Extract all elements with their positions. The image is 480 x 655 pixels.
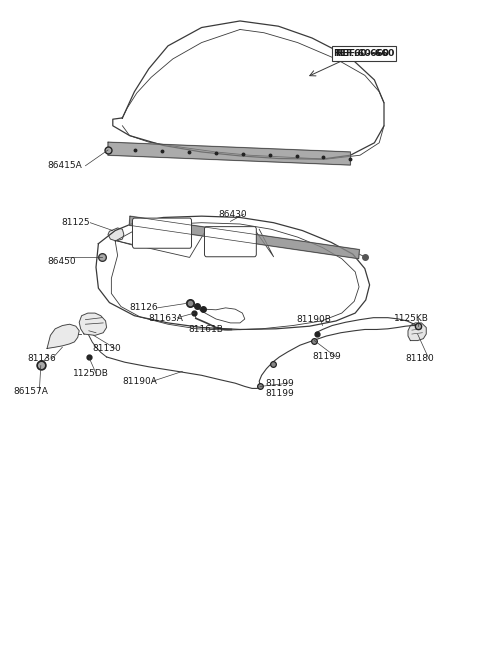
Text: 81199: 81199 — [265, 379, 294, 388]
Text: 86415A: 86415A — [47, 161, 82, 170]
Polygon shape — [79, 313, 107, 335]
Text: 81136: 81136 — [28, 354, 57, 364]
Polygon shape — [108, 142, 350, 165]
Text: 81130: 81130 — [92, 344, 121, 353]
Text: 1125KB: 1125KB — [394, 314, 429, 324]
Text: 86157A: 86157A — [13, 386, 48, 396]
Text: 81190A: 81190A — [122, 377, 157, 386]
Text: 86430: 86430 — [218, 210, 247, 219]
Text: REF.60-660: REF.60-660 — [335, 48, 394, 58]
Text: 81199: 81199 — [312, 352, 341, 362]
Text: 81199: 81199 — [265, 388, 294, 398]
Polygon shape — [408, 323, 426, 341]
Text: 1125DB: 1125DB — [73, 369, 109, 378]
Polygon shape — [47, 324, 79, 348]
Text: 81190B: 81190B — [297, 315, 332, 324]
FancyBboxPatch shape — [204, 227, 256, 257]
Polygon shape — [129, 216, 360, 259]
Text: 81161B: 81161B — [189, 325, 224, 334]
Text: 81163A: 81163A — [149, 314, 184, 324]
FancyBboxPatch shape — [332, 46, 396, 61]
Polygon shape — [108, 228, 124, 241]
FancyBboxPatch shape — [132, 218, 192, 248]
Text: 81125: 81125 — [61, 218, 90, 227]
Text: 86450: 86450 — [47, 257, 76, 267]
Text: 81126: 81126 — [130, 303, 158, 312]
Text: 81180: 81180 — [406, 354, 434, 363]
Text: REF.60-660: REF.60-660 — [334, 49, 389, 58]
